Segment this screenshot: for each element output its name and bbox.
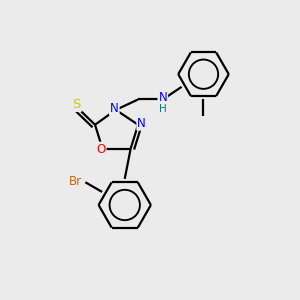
- Text: O: O: [96, 142, 106, 156]
- Text: Br: Br: [69, 175, 82, 188]
- Text: H: H: [159, 104, 167, 114]
- Text: N: N: [137, 117, 146, 130]
- Text: N: N: [158, 92, 167, 104]
- Text: S: S: [72, 98, 81, 111]
- Text: N: N: [110, 102, 119, 115]
